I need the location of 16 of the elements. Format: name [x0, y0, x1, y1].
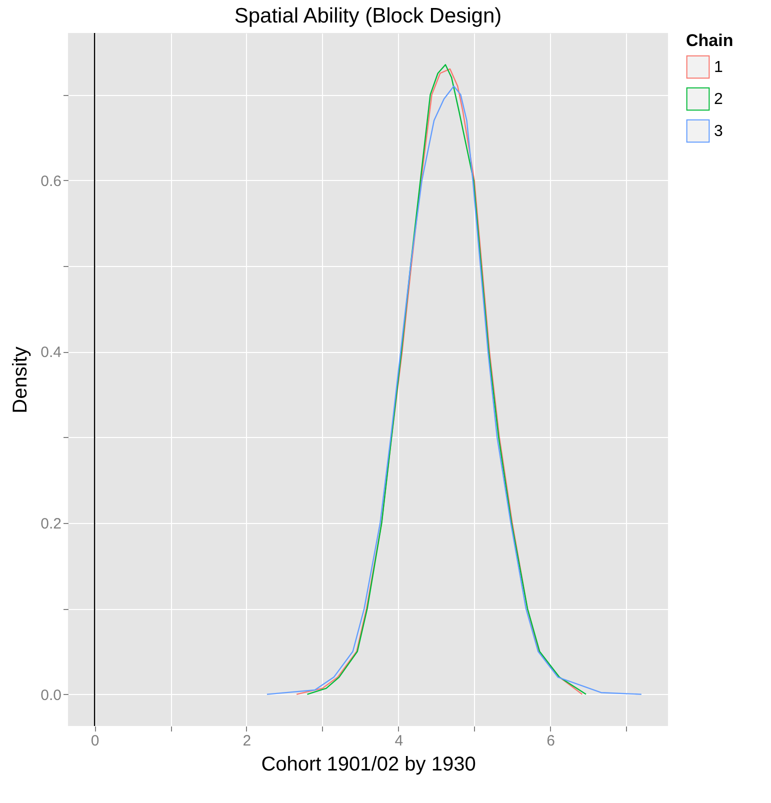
- legend-label: 1: [714, 59, 723, 76]
- line-series: [266, 86, 642, 695]
- y-tick-label: 0.4: [40, 344, 62, 362]
- legend-label: 3: [714, 123, 723, 140]
- legend-title: Chain: [686, 31, 734, 50]
- legend-label: 2: [714, 91, 723, 108]
- x-tick-label: 4: [394, 732, 404, 750]
- x-axis-title: Cohort 1901/02 by 1930: [261, 754, 476, 776]
- y-tick-label: 0.2: [40, 515, 62, 532]
- y-tick-label: 0.0: [40, 686, 62, 704]
- y-axis-title: Density: [10, 346, 32, 414]
- x-tick-label: 0: [90, 732, 100, 750]
- x-tick-label: 2: [242, 732, 252, 750]
- x-tick-label: 6: [546, 732, 555, 750]
- y-tick-label: 0.6: [40, 172, 62, 190]
- chart-title: Spatial Ability (Block Design): [234, 4, 502, 28]
